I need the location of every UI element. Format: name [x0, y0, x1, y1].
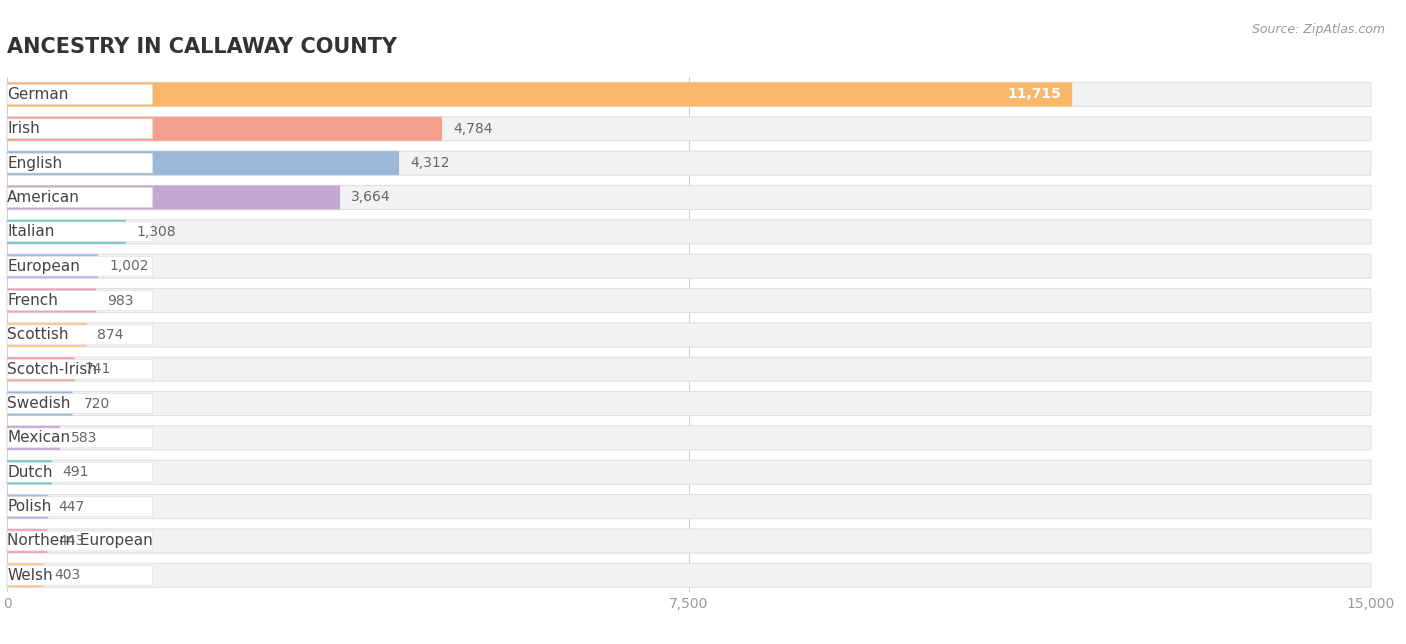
Text: Mexican: Mexican	[7, 430, 70, 446]
FancyBboxPatch shape	[7, 84, 152, 104]
FancyBboxPatch shape	[7, 529, 1371, 553]
Text: 491: 491	[63, 465, 89, 479]
FancyBboxPatch shape	[7, 359, 152, 379]
FancyBboxPatch shape	[7, 323, 1371, 347]
Text: 3,664: 3,664	[352, 191, 391, 205]
FancyBboxPatch shape	[7, 392, 1371, 415]
Text: Scotch-Irish: Scotch-Irish	[7, 362, 97, 377]
Text: 403: 403	[55, 568, 80, 582]
Text: 4,784: 4,784	[453, 122, 492, 136]
FancyBboxPatch shape	[7, 495, 48, 518]
Text: 4,312: 4,312	[411, 156, 450, 170]
Text: 741: 741	[86, 362, 111, 376]
Text: 443: 443	[58, 534, 84, 548]
Text: Northern European: Northern European	[7, 533, 153, 549]
Text: 874: 874	[97, 328, 124, 342]
Text: Dutch: Dutch	[7, 465, 52, 480]
FancyBboxPatch shape	[7, 117, 1371, 141]
Text: Italian: Italian	[7, 224, 55, 240]
FancyBboxPatch shape	[7, 153, 152, 173]
FancyBboxPatch shape	[7, 151, 1371, 175]
FancyBboxPatch shape	[7, 185, 1371, 209]
Text: Swedish: Swedish	[7, 396, 70, 411]
Text: Polish: Polish	[7, 499, 52, 514]
FancyBboxPatch shape	[7, 290, 152, 310]
Text: German: German	[7, 87, 69, 102]
FancyBboxPatch shape	[7, 497, 152, 516]
FancyBboxPatch shape	[7, 119, 152, 138]
FancyBboxPatch shape	[7, 462, 152, 482]
FancyBboxPatch shape	[7, 289, 1371, 312]
FancyBboxPatch shape	[7, 325, 152, 345]
Text: 583: 583	[70, 431, 97, 445]
Text: 720: 720	[83, 397, 110, 411]
Text: Scottish: Scottish	[7, 327, 69, 343]
FancyBboxPatch shape	[7, 323, 87, 347]
Text: Source: ZipAtlas.com: Source: ZipAtlas.com	[1251, 23, 1385, 35]
FancyBboxPatch shape	[7, 564, 44, 587]
FancyBboxPatch shape	[7, 357, 75, 381]
Text: Welsh: Welsh	[7, 568, 52, 583]
Text: 983: 983	[107, 294, 134, 308]
Text: English: English	[7, 156, 62, 171]
Text: ANCESTRY IN CALLAWAY COUNTY: ANCESTRY IN CALLAWAY COUNTY	[7, 37, 396, 57]
Text: 1,002: 1,002	[110, 259, 149, 273]
FancyBboxPatch shape	[7, 222, 152, 242]
FancyBboxPatch shape	[7, 531, 152, 551]
FancyBboxPatch shape	[7, 82, 1371, 106]
Text: European: European	[7, 259, 80, 274]
FancyBboxPatch shape	[7, 357, 1371, 381]
FancyBboxPatch shape	[7, 564, 1371, 587]
FancyBboxPatch shape	[7, 289, 97, 312]
FancyBboxPatch shape	[7, 82, 1073, 106]
Text: 1,308: 1,308	[136, 225, 177, 239]
Text: 11,715: 11,715	[1007, 88, 1062, 102]
FancyBboxPatch shape	[7, 428, 152, 448]
FancyBboxPatch shape	[7, 392, 73, 415]
FancyBboxPatch shape	[7, 151, 399, 175]
Text: 447: 447	[59, 500, 84, 514]
FancyBboxPatch shape	[7, 117, 441, 141]
Text: French: French	[7, 293, 58, 308]
FancyBboxPatch shape	[7, 426, 60, 450]
FancyBboxPatch shape	[7, 187, 152, 207]
FancyBboxPatch shape	[7, 565, 152, 585]
FancyBboxPatch shape	[7, 460, 1371, 484]
FancyBboxPatch shape	[7, 254, 98, 278]
FancyBboxPatch shape	[7, 220, 1371, 244]
FancyBboxPatch shape	[7, 256, 152, 276]
FancyBboxPatch shape	[7, 426, 1371, 450]
Text: American: American	[7, 190, 80, 205]
FancyBboxPatch shape	[7, 529, 48, 553]
FancyBboxPatch shape	[7, 185, 340, 209]
FancyBboxPatch shape	[7, 254, 1371, 278]
FancyBboxPatch shape	[7, 460, 52, 484]
Text: Irish: Irish	[7, 121, 39, 137]
FancyBboxPatch shape	[7, 495, 1371, 518]
FancyBboxPatch shape	[7, 393, 152, 413]
FancyBboxPatch shape	[7, 220, 127, 244]
